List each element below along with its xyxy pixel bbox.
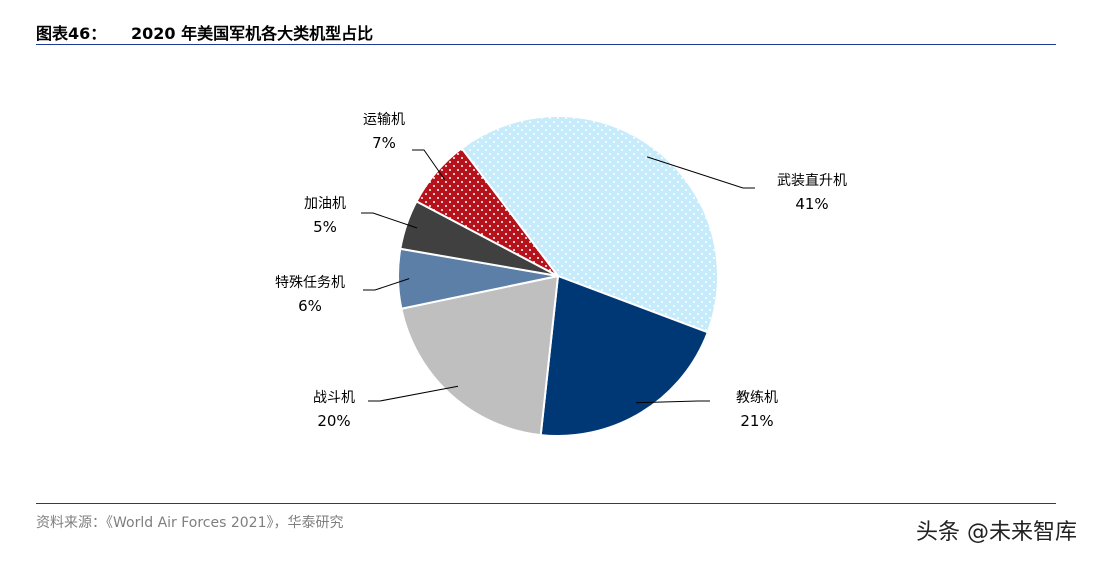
slice-label-6: 运输机 <box>363 112 405 128</box>
slice-value-3: 20% <box>317 412 350 430</box>
slice-label-4: 特殊任务机 <box>275 275 345 291</box>
leader-line-1 <box>646 156 755 189</box>
pie-slice-6 <box>415 146 559 277</box>
slice-value-5: 5% <box>313 218 337 236</box>
leader-line-3 <box>368 385 459 402</box>
slice-value-4: 6% <box>298 297 322 315</box>
slice-label-3: 战斗机 <box>313 390 355 406</box>
slice-value-6: 7% <box>372 134 396 152</box>
slice-label-5: 加油机 <box>304 196 346 212</box>
pie-slice-3 <box>400 274 560 437</box>
figure-label: 图表46： <box>36 24 107 43</box>
figure-title-text: 2020 年美国军机各大类机型占比 <box>131 24 374 43</box>
slice-value-2: 21% <box>740 412 773 430</box>
leader-line-4 <box>363 278 410 291</box>
leader-line-5 <box>361 212 418 229</box>
pie-slice-1 <box>460 115 719 334</box>
leader-line-6 <box>412 149 446 180</box>
source-note: 资料来源：《World Air Forces 2021》，华泰研究 <box>36 515 344 531</box>
source-bar: 资料来源：《World Air Forces 2021》，华泰研究 <box>36 503 1056 531</box>
title-bar: 图表46： 2020 年美国军机各大类机型占比 <box>36 18 1056 45</box>
slice-label-2: 教练机 <box>736 390 778 406</box>
watermark: 头条 @未来智库 <box>916 520 1077 545</box>
leader-line-2 <box>635 400 710 404</box>
pie-slice-2 <box>539 274 710 437</box>
slice-value-1: 41% <box>795 195 828 213</box>
figure-title: 图表46： 2020 年美国军机各大类机型占比 <box>36 20 373 44</box>
slice-label-1: 武装直升机 <box>777 172 847 189</box>
